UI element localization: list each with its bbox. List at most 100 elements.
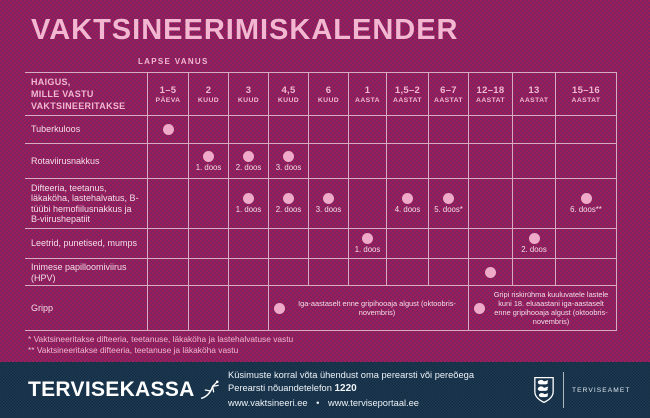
age-value: 12–18 xyxy=(476,84,505,96)
table-row: Tuberkuloos xyxy=(25,116,617,144)
empty-cell xyxy=(556,144,617,178)
vaccine-dose-dot xyxy=(362,233,373,244)
vaccine-dose-dot xyxy=(580,193,592,204)
empty-cell xyxy=(148,179,189,228)
empty-cell xyxy=(387,116,429,143)
vaccine-dose-dot xyxy=(243,193,254,204)
dose-label: 1. doos xyxy=(195,162,222,172)
age-unit: AASTAT xyxy=(571,96,601,104)
empty-cell xyxy=(556,259,617,286)
table-row: Inimese papilloomiviirus (HPV) xyxy=(25,259,617,286)
vaccine-dose-dot xyxy=(485,267,496,278)
age-column-header: 13 AASTAT xyxy=(513,73,556,115)
dose-cell: 3. doos xyxy=(309,179,349,228)
empty-cell xyxy=(429,259,469,286)
age-unit: KUUD xyxy=(317,96,340,104)
age-column-header: 6–7 AASTAT xyxy=(429,73,469,115)
age-value: 1 xyxy=(364,84,371,96)
flu-note-text: Gripi riskirühma kuuluvatele lastele kun… xyxy=(493,290,609,326)
link-vaktsineeri[interactable]: www.vaktsineeri.ee xyxy=(228,397,308,408)
terviseamet-label: TERVISEAMET xyxy=(572,386,631,394)
dose-cell: 5. doos* xyxy=(429,179,469,228)
empty-cell xyxy=(229,259,269,286)
dose-label: 4. doos xyxy=(394,205,421,214)
empty-cell xyxy=(269,259,309,286)
dose-label: 3. doos xyxy=(275,162,302,172)
empty-cell xyxy=(229,229,269,258)
disease-header-line: MILLE VASTU xyxy=(31,88,94,99)
age-value: 1–5 xyxy=(159,84,177,96)
dose-label: 1. doos xyxy=(235,205,262,214)
age-unit: KUUD xyxy=(277,96,300,104)
dose-cell: 3. doos xyxy=(269,144,309,178)
dose-label: 2. doos xyxy=(275,205,302,214)
empty-cell xyxy=(387,259,429,286)
empty-cell xyxy=(309,229,349,258)
footnote-2: ** Vaktsineeritakse difteeria, teetanuse… xyxy=(28,344,239,355)
link-terviseportaal[interactable]: www.terviseportaal.ee xyxy=(328,397,419,408)
age-column-header: 3 KUUD xyxy=(229,73,269,115)
dose-cell: 4. doos xyxy=(387,179,429,228)
footnotes: * Vaktsineeritakse difteeria, teetanuse,… xyxy=(28,334,293,355)
dose-cell: 2. doos xyxy=(229,144,269,178)
dose-cell: 2. doos xyxy=(513,229,556,258)
age-column-header: 1–5 PÄEVA xyxy=(148,73,189,115)
dose-cell xyxy=(469,259,513,286)
table-row: Leetrid, punetised, mumps 1. doos 2. doos xyxy=(25,229,617,259)
empty-cell xyxy=(189,286,229,330)
age-unit: KUUD xyxy=(197,96,220,104)
empty-cell xyxy=(269,229,309,258)
footer-divider xyxy=(563,372,564,408)
age-unit: AASTAT xyxy=(519,96,549,104)
disease-header-line: HAIGUS, xyxy=(31,76,71,87)
disease-label: Inimese papilloomiviirus (HPV) xyxy=(25,259,148,286)
age-column-header: 1,5–2 AASTAT xyxy=(387,73,429,115)
age-value: 4,5 xyxy=(281,84,296,96)
empty-cell xyxy=(513,116,556,143)
terviseamet-logo: TERVISEAMET xyxy=(533,372,631,408)
table-row: Rotaviirusnakkus 1. doos 2. doos 3. doos xyxy=(25,144,617,179)
disease-header-line: VAKTSINEERITAKSE xyxy=(31,100,126,111)
empty-cell xyxy=(469,179,513,228)
empty-cell xyxy=(148,144,189,178)
vaccine-dose-dot xyxy=(203,150,214,162)
empty-cell xyxy=(429,144,469,178)
empty-cell xyxy=(229,116,269,143)
empty-cell xyxy=(148,259,189,286)
footer-links: www.vaktsineeri.ee • www.terviseportaal.… xyxy=(228,397,474,410)
age-value: 1,5–2 xyxy=(394,84,421,96)
empty-cell xyxy=(309,144,349,178)
page-title: VAKTSINEERIMISKALENDER xyxy=(31,14,459,46)
vaccination-table: HAIGUS, MILLE VASTU VAKTSINEERITAKSE 1–5… xyxy=(25,72,617,331)
disease-label: Rotaviirusnakkus xyxy=(25,144,148,178)
dose-label: 2. doos xyxy=(235,162,262,172)
footnote-1: * Vaktsineeritakse difteeria, teetanuse,… xyxy=(28,334,294,344)
empty-cell xyxy=(189,116,229,143)
vaccine-dose-dot xyxy=(323,193,334,204)
age-column-header: 4,5 KUUD xyxy=(269,73,309,115)
age-column-header: 2 KUUD xyxy=(189,73,229,115)
empty-cell xyxy=(556,229,617,258)
disease-label: Leetrid, punetised, mumps xyxy=(25,229,148,258)
footer: TERVISEKASSA Küsimuste korral võta ühend… xyxy=(0,362,650,418)
empty-cell xyxy=(513,179,556,228)
dose-cell: 1. doos xyxy=(189,144,229,178)
table-row: Difteeria, teetanus, läkaköha, lastehalv… xyxy=(25,179,617,229)
dose-label: 2. doos xyxy=(521,245,547,254)
age-value: 6 xyxy=(325,84,332,96)
contact-line1: Küsimuste korral võta ühendust oma perea… xyxy=(228,370,474,380)
empty-cell xyxy=(429,229,469,258)
disease-label: Gripp xyxy=(25,286,148,330)
empty-cell xyxy=(349,259,387,286)
empty-cell xyxy=(387,144,429,178)
estonia-coat-of-arms-icon xyxy=(534,376,554,404)
vaccine-dose-dot xyxy=(402,193,413,204)
footer-contact: Küsimuste korral võta ühendust oma perea… xyxy=(228,369,474,409)
age-column-header: 1 AASTA xyxy=(349,73,387,115)
vaccine-dose-dot xyxy=(243,150,254,162)
flu-note-text: Iga-aastaselt enne gripihooaja algust (o… xyxy=(298,299,456,317)
age-unit: AASTAT xyxy=(393,96,422,104)
empty-cell xyxy=(513,259,556,286)
age-column-header: 6 KUUD xyxy=(309,73,349,115)
